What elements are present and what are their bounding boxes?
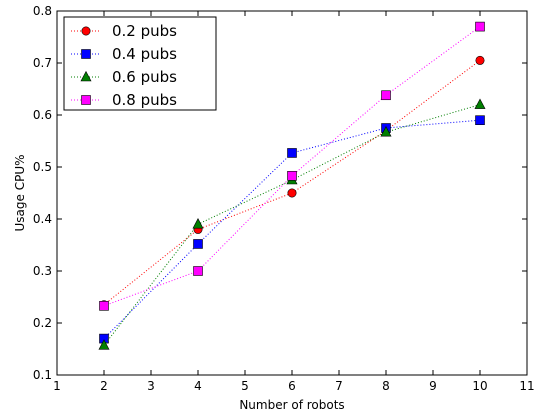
data-point [475,115,485,125]
legend-label: 0.4 pubs [112,45,177,63]
legend-item: 0.4 pubs [71,45,177,63]
legend-marker [81,49,91,59]
series-0-6-pubs [98,98,486,350]
series-0-8-pubs [99,21,485,311]
data-point [381,90,391,101]
data-point [193,239,203,249]
data-point [475,55,485,65]
y-tick-label: 0.3 [33,264,52,278]
legend-label: 0.2 pubs [112,22,177,40]
y-tick-label: 0.1 [33,368,52,382]
y-tick-label: 0.6 [33,108,52,122]
data-point [193,266,203,276]
y-axis-title: Usage CPU% [13,154,27,231]
data-point [99,301,109,311]
y-tick-label: 0.4 [33,212,52,226]
x-tick-label: 3 [147,379,155,393]
series-line [103,104,481,346]
legend-item: 0.8 pubs [71,91,177,109]
legend-label: 0.8 pubs [112,91,177,109]
legend-marker [81,26,91,36]
data-point [380,126,392,137]
legend-item: 0.6 pubs [71,68,177,86]
x-tick-label: 10 [472,379,487,393]
data-point [475,21,485,32]
x-tick-label: 7 [335,379,343,393]
y-tick-label: 0.5 [33,160,52,174]
legend-marker [80,70,92,82]
data-point [287,148,297,158]
data-point [98,339,110,350]
x-tick-label: 8 [382,379,390,393]
legend-marker [81,95,91,105]
y-tick-label: 0.7 [33,56,52,70]
x-axis-title: Number of robots [239,398,344,412]
y-tick-label: 0.2 [33,316,52,330]
x-tick-label: 6 [288,379,296,393]
legend: 0.2 pubs 0.4 pubs 0.6 pubs 0.8 pubs [63,16,217,111]
x-tick-label: 11 [519,379,534,393]
x-tick-label: 2 [100,379,108,393]
y-tick-label: 0.8 [33,4,52,18]
x-tick-label: 4 [194,379,202,393]
data-point [474,98,486,109]
data-point [287,188,297,198]
data-point [287,171,297,181]
x-tick-label: 5 [241,379,249,393]
x-tick-label: 9 [429,379,437,393]
legend-item: 0.2 pubs [71,22,177,40]
data-point [192,218,204,229]
x-tick-label: 1 [53,379,61,393]
legend-label: 0.6 pubs [112,68,177,86]
